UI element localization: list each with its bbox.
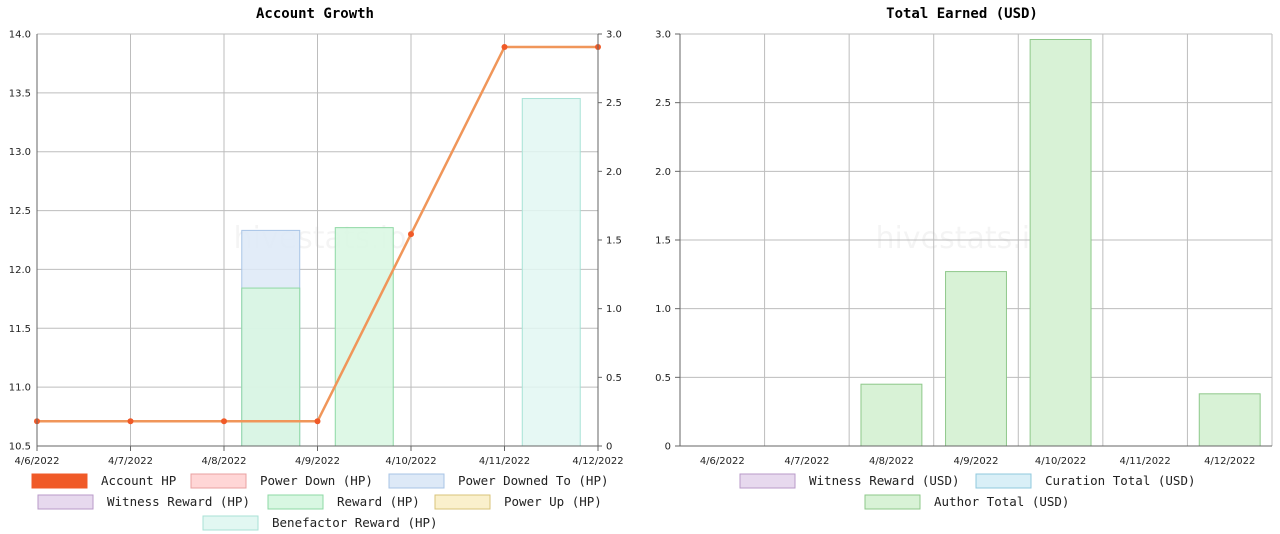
account-growth-title: Account Growth bbox=[256, 6, 374, 22]
legend-item-power-down-hp: Power Down (HP) bbox=[190, 473, 373, 489]
right-y-tick-label: 1.5 bbox=[606, 236, 622, 247]
x-tick-label: 4/12/2022 bbox=[572, 456, 623, 467]
y-tick-label: 2.0 bbox=[655, 167, 671, 178]
left-y-tick-label: 11.0 bbox=[9, 383, 31, 394]
x-tick-label: 4/9/2022 bbox=[295, 456, 340, 467]
legend-swatch bbox=[37, 494, 94, 510]
left-y-tick-label: 11.5 bbox=[9, 324, 31, 335]
legend-swatch bbox=[202, 515, 259, 531]
y-tick-label: 0 bbox=[665, 442, 671, 453]
account-hp-point bbox=[221, 418, 227, 425]
legend-swatch bbox=[864, 494, 921, 510]
legend-label: Curation Total (USD) bbox=[1045, 473, 1196, 488]
x-tick-label: 4/8/2022 bbox=[869, 456, 914, 467]
y-tick-label: 0.5 bbox=[655, 373, 671, 384]
x-tick-label: 4/10/2022 bbox=[385, 456, 436, 467]
right-y-tick-label: 2.0 bbox=[606, 167, 622, 178]
left-y-tick-label: 10.5 bbox=[9, 442, 31, 453]
author-total-usd-bar bbox=[860, 383, 923, 447]
x-tick-label: 4/8/2022 bbox=[202, 456, 247, 467]
legend-item-account-hp: Account HP bbox=[31, 473, 176, 489]
legend-swatch bbox=[31, 473, 88, 489]
y-tick-label: 3.0 bbox=[655, 30, 671, 41]
right-y-tick-label: 3.0 bbox=[606, 30, 622, 41]
left-y-tick-label: 12.5 bbox=[9, 206, 31, 217]
x-tick-label: 4/7/2022 bbox=[784, 456, 829, 467]
legend-label: Author Total (USD) bbox=[934, 494, 1069, 509]
legend-label: Benefactor Reward (HP) bbox=[272, 515, 438, 530]
author-total-usd-bar bbox=[1198, 393, 1261, 447]
x-tick-label: 4/7/2022 bbox=[108, 456, 153, 467]
account-hp-line bbox=[34, 43, 601, 425]
legend-item-power-up-hp: Power Up (HP) bbox=[434, 494, 602, 510]
legend-swatch bbox=[975, 473, 1032, 489]
account-hp-point bbox=[127, 418, 134, 425]
account-hp-point bbox=[501, 43, 508, 50]
account-growth-bars bbox=[241, 98, 581, 447]
x-tick-label: 4/6/2022 bbox=[700, 456, 745, 467]
account-hp-point bbox=[314, 418, 321, 425]
left-y-tick-label: 12.0 bbox=[9, 265, 31, 276]
left-y-tick-label: 13.5 bbox=[9, 88, 31, 99]
legend-item-author-total-usd: Author Total (USD) bbox=[864, 494, 1069, 510]
left-y-tick-label: 14.0 bbox=[9, 30, 31, 41]
total-earned-chart: hivestats.io 0 0.5 1.0 1.5 2.0 2.5 3.0 4/6/2022… bbox=[655, 6, 1273, 510]
legend-label: Account HP bbox=[101, 473, 176, 488]
x-tick-label: 4/12/2022 bbox=[1204, 456, 1255, 467]
account-growth-legend: Account HP Power Down (HP) Power Downed To… bbox=[31, 473, 609, 531]
legend-swatch bbox=[388, 473, 445, 489]
legend-swatch bbox=[267, 494, 324, 510]
legend-item-witness-reward-hp: Witness Reward (HP) bbox=[37, 494, 250, 510]
right-y-tick-label: 1.0 bbox=[606, 304, 622, 315]
right-y-tick-label: 2.5 bbox=[606, 98, 622, 109]
legend-swatch bbox=[434, 494, 491, 510]
benefactor-reward-hp-bar bbox=[521, 98, 581, 447]
legend-swatch bbox=[190, 473, 247, 489]
x-tick-label: 4/9/2022 bbox=[954, 456, 999, 467]
legend-item-power-downed-to-hp: Power Downed To (HP) bbox=[388, 473, 609, 489]
account-growth-grid bbox=[36, 33, 599, 447]
author-total-usd-bar bbox=[945, 271, 1007, 447]
x-tick-label: 4/10/2022 bbox=[1035, 456, 1086, 467]
reward-hp-bar bbox=[334, 227, 394, 447]
right-y-tick-label: 0 bbox=[606, 442, 612, 453]
account-growth-axes: 10.5 11.0 11.5 12.0 12.5 13.0 13.5 14.0 0 0.5 1.0 1… bbox=[9, 30, 624, 468]
y-tick-label: 2.5 bbox=[655, 98, 671, 109]
left-y-tick-label: 13.0 bbox=[9, 147, 31, 158]
y-tick-label: 1.5 bbox=[655, 236, 671, 247]
x-tick-label: 4/11/2022 bbox=[479, 456, 530, 467]
legend-label: Power Up (HP) bbox=[504, 494, 602, 509]
author-total-usd-bar bbox=[1029, 38, 1092, 447]
legend-label: Power Down (HP) bbox=[260, 473, 373, 488]
legend-swatch bbox=[739, 473, 796, 489]
x-tick-label: 4/11/2022 bbox=[1120, 456, 1171, 467]
legend-label: Reward (HP) bbox=[337, 494, 420, 509]
total-earned-legend: Witness Reward (USD) Curation Total (USD)… bbox=[739, 473, 1196, 510]
legend-label: Witness Reward (USD) bbox=[809, 473, 960, 488]
account-hp-point bbox=[408, 231, 414, 238]
total-earned-bars bbox=[860, 38, 1261, 447]
account-growth-chart: hivestats.io 10.511.011.512.012.513.013.… bbox=[9, 6, 624, 531]
y-tick-label: 1.0 bbox=[655, 304, 671, 315]
legend-item-curation-total-usd: Curation Total (USD) bbox=[975, 473, 1196, 489]
total-earned-title: Total Earned (USD) bbox=[886, 6, 1038, 22]
legend-label: Witness Reward (HP) bbox=[107, 494, 250, 509]
watermark: hivestats.io bbox=[876, 221, 1049, 256]
legend-item-reward-hp: Reward (HP) bbox=[267, 494, 420, 510]
legend-item-witness-reward-usd: Witness Reward (USD) bbox=[739, 473, 960, 489]
reward-hp-bar bbox=[241, 287, 301, 447]
legend-label: Power Downed To (HP) bbox=[458, 473, 609, 488]
legend-item-benefactor-reward-hp: Benefactor Reward (HP) bbox=[202, 515, 438, 531]
right-y-tick-label: 0.5 bbox=[606, 373, 622, 384]
x-tick-label: 4/6/2022 bbox=[15, 456, 60, 467]
total-earned-axes: 0 0.5 1.0 1.5 2.0 2.5 3.0 4/6/2022 4/7/2022 4/8/2… bbox=[655, 30, 1272, 467]
